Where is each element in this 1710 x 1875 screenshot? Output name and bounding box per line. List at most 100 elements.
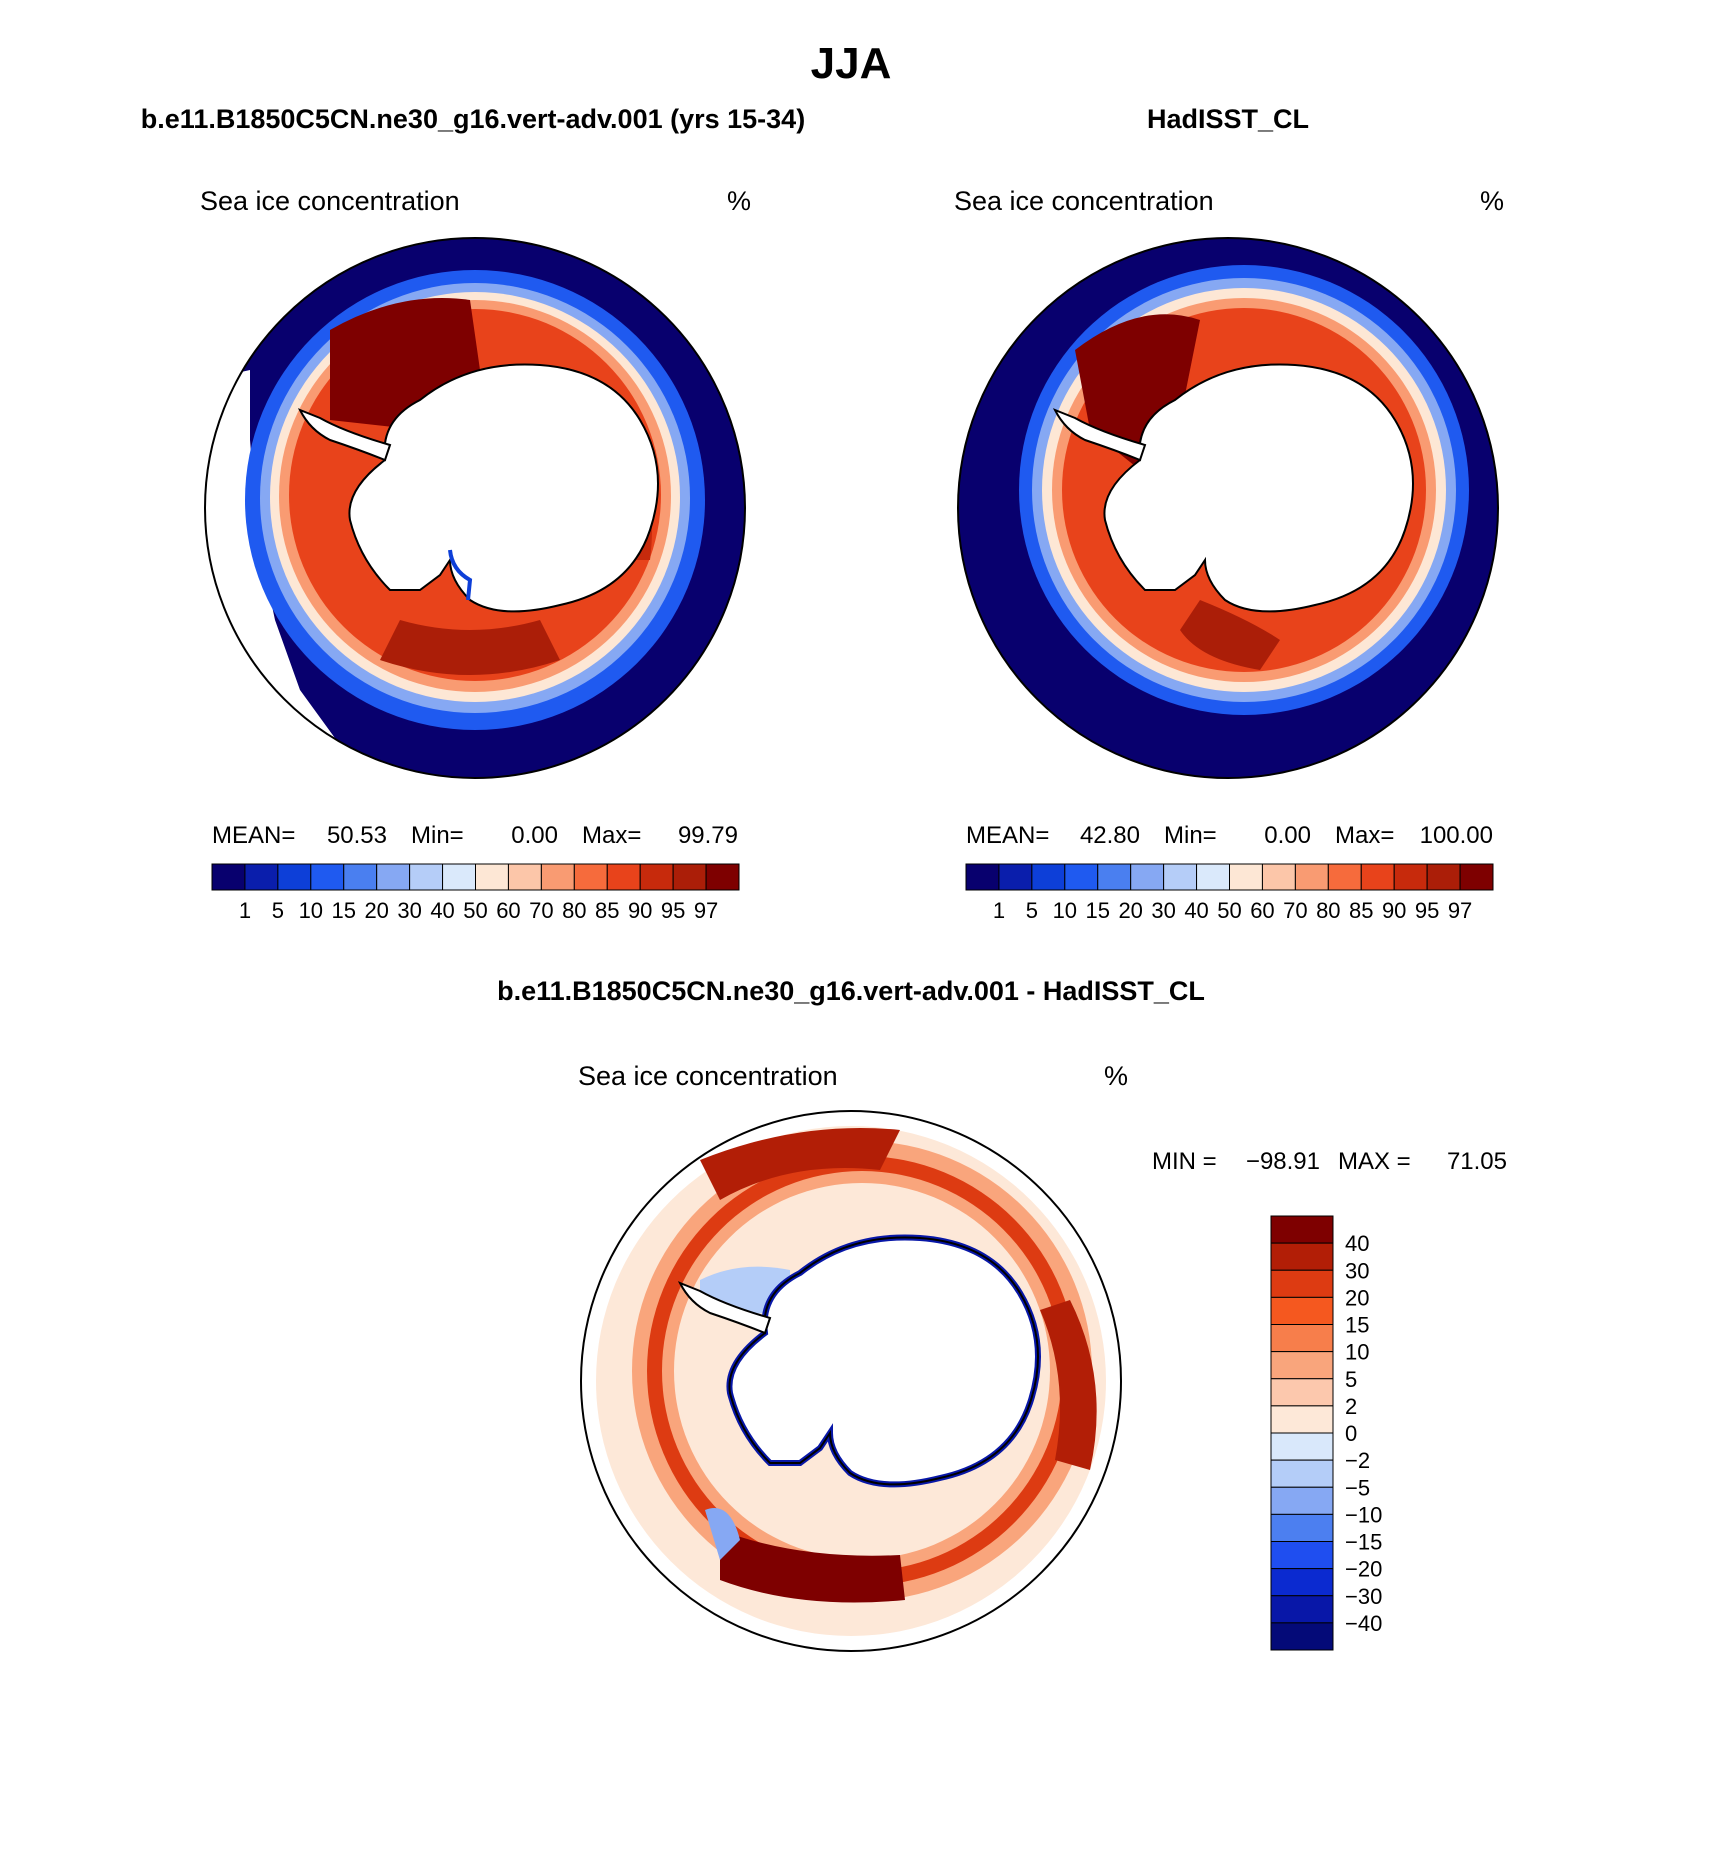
colorbar-swatch	[1270, 1296, 1334, 1325]
colorbar-tick-label: 15	[332, 898, 356, 923]
panel-1-stats: MEAN= 50.53 Min= 0.00 Max= 99.79	[212, 822, 738, 849]
colorbar-tick-label: 97	[694, 898, 718, 923]
panel-2-stats: MEAN= 42.80 Min= 0.00 Max= 100.00	[966, 822, 1493, 849]
colorbar-tick-label: 40	[1345, 1231, 1369, 1256]
difference-max-value: 71.05	[1447, 1148, 1507, 1175]
antarctic-peninsula	[1052, 408, 1147, 462]
colorbar-tick-label: 80	[562, 898, 586, 923]
positive-difference-patch	[720, 1530, 905, 1603]
colorbar-tick-label: 70	[529, 898, 553, 923]
colorbar-tick-label: 90	[1382, 898, 1406, 923]
colorbar-tick-label: 90	[628, 898, 652, 923]
antarctic-peninsula	[677, 1281, 772, 1335]
colorbar-tick-label: 70	[1283, 898, 1307, 923]
colorbar-tick-label: 15	[1086, 898, 1110, 923]
colorbar-swatch	[1270, 1324, 1334, 1353]
colorbar-swatch	[705, 863, 740, 891]
colorbar-swatch	[1270, 1405, 1334, 1434]
difference-polar-map	[580, 1110, 1122, 1652]
colorbar-swatch	[1426, 863, 1461, 891]
colorbar-swatch	[998, 863, 1033, 891]
colorbar-tick-label: 15	[1345, 1313, 1369, 1338]
colorbar-swatch	[376, 863, 411, 891]
colorbar-tick-label: 40	[430, 898, 454, 923]
colorbar-tick-label: −15	[1345, 1530, 1382, 1555]
colorbar-tick-label: 85	[1349, 898, 1373, 923]
colorbar-swatch	[310, 863, 345, 891]
colorbar-swatch	[409, 863, 444, 891]
colorbar-tick-label: −20	[1345, 1557, 1382, 1582]
panel-2-colorbar: 1 5 10 15 20 30 40 50 60 70 80 85 90 95 97	[965, 863, 1494, 923]
colorbar-tick-label: 1	[239, 898, 251, 923]
max-label: Max=	[582, 822, 641, 849]
colorbar-tick-label: −30	[1345, 1584, 1382, 1609]
min-label: Min=	[1164, 822, 1217, 849]
colorbar-tick-label: −10	[1345, 1502, 1382, 1527]
colorbar-swatch	[277, 863, 312, 891]
colorbar-tick-label: 20	[1345, 1285, 1369, 1310]
colorbar-tick-label: −5	[1345, 1475, 1370, 1500]
min-label: Min=	[411, 822, 464, 849]
dense-ice-patch	[380, 620, 560, 675]
colorbar-swatch	[1393, 863, 1428, 891]
colorbar-swatch	[1360, 863, 1395, 891]
max-value: 99.79	[678, 822, 738, 849]
panel-1-colorbar: 1 5 10 15 20 30 40 50 60 70 80 85 90 95 97	[211, 863, 740, 923]
colorbar-swatch	[475, 863, 509, 891]
colorbar-swatch	[606, 863, 641, 891]
colorbar-swatch	[1270, 1459, 1334, 1488]
colorbar-swatch	[1270, 1513, 1334, 1542]
colorbar-tick-label: 80	[1316, 898, 1340, 923]
antarctica-landmass	[348, 363, 659, 613]
colorbar-tick-label: 20	[364, 898, 388, 923]
colorbar-tick-label: 5	[1026, 898, 1038, 923]
difference-title: b.e11.B1850C5CN.ne30_g16.vert-adv.001 - …	[497, 976, 1205, 1006]
colorbar-swatch	[1130, 863, 1165, 891]
colorbar-swatch	[1270, 1432, 1334, 1461]
colorbar-swatch	[1261, 863, 1296, 891]
colorbar-swatch	[1270, 1215, 1334, 1244]
colorbar-tick-label: 50	[463, 898, 487, 923]
season-title: JJA	[811, 39, 892, 88]
positive-difference-patch	[700, 1128, 900, 1200]
max-value: 100.00	[1420, 822, 1493, 849]
colorbar-swatch	[1294, 863, 1329, 891]
max-label: Max=	[1335, 822, 1394, 849]
antarctica-landmass	[1103, 363, 1414, 613]
colorbar-swatch	[507, 863, 542, 891]
colorbar-swatch	[1064, 863, 1099, 891]
colorbar-tick-label: 97	[1448, 898, 1472, 923]
colorbar-swatch	[1270, 1351, 1334, 1380]
colorbar-swatch	[1196, 863, 1230, 891]
colorbar-swatch	[1270, 1378, 1334, 1407]
colorbar-swatch	[1163, 863, 1198, 891]
colorbar-swatch	[965, 863, 1000, 891]
min-value: 0.00	[511, 822, 558, 849]
dense-ice-patch	[1180, 600, 1280, 670]
colorbar-swatch	[343, 863, 378, 891]
difference-units-label: %	[1104, 1061, 1128, 1091]
colorbar-swatch	[244, 863, 279, 891]
difference-max-label: MAX =	[1338, 1148, 1411, 1175]
colorbar-tick-label: 20	[1118, 898, 1142, 923]
colorbar-swatch	[1459, 863, 1494, 891]
difference-minmax: MIN = −98.91 MAX = 71.05	[1152, 1148, 1507, 1175]
min-value: 0.00	[1264, 822, 1311, 849]
colorbar-tick-label: 30	[397, 898, 421, 923]
antarctic-peninsula	[297, 408, 392, 462]
colorbar-swatch	[540, 863, 575, 891]
positive-difference-patch	[1040, 1300, 1097, 1470]
mean-value: 50.53	[327, 822, 387, 849]
panel-2-units-label: %	[1480, 186, 1504, 216]
difference-min-value: −98.91	[1246, 1148, 1320, 1175]
colorbar-swatch	[1031, 863, 1066, 891]
colorbar-swatch	[1270, 1595, 1334, 1624]
colorbar-swatch	[639, 863, 674, 891]
panel-1-dataset-title: b.e11.B1850C5CN.ne30_g16.vert-adv.001 (y…	[141, 104, 805, 134]
colorbar-swatch	[672, 863, 707, 891]
negative-difference-patch	[705, 1508, 740, 1560]
colorbar-tick-label: 40	[1184, 898, 1208, 923]
colorbar-swatch	[1229, 863, 1263, 891]
colorbar-swatch	[1270, 1242, 1334, 1271]
